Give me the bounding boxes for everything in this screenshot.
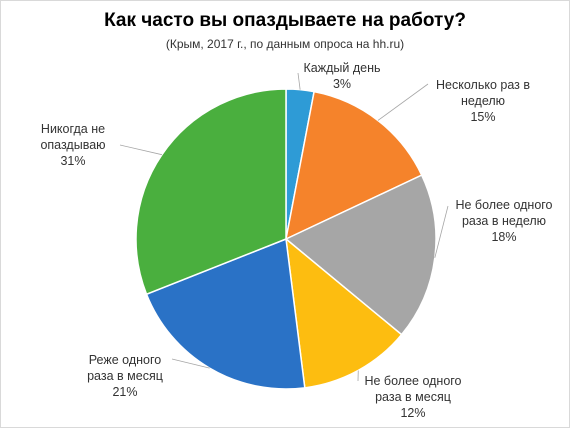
leader-line-daily <box>297 72 301 90</box>
slice-label-less-than-monthly: Реже одного раза в месяц 21% <box>87 353 163 399</box>
leader-line-less-than-monthly <box>171 358 210 369</box>
slice-label-several-per-week: Несколько раз в неделю 15% <box>436 78 530 124</box>
chart-subtitle: (Крым, 2017 г., по данным опроса на hh.r… <box>165 37 405 51</box>
chart-title: Как часто вы опаздываете на работу? <box>104 10 466 31</box>
slice-label-daily: Каждый день 3% <box>303 61 381 91</box>
pie-slice-several-per-week <box>284 90 423 241</box>
slice-label-once-per-month: Не более одного раза в месяц 12% <box>364 374 462 420</box>
pie-slice-once-per-month <box>285 237 403 389</box>
leader-line-several-per-week <box>377 83 429 121</box>
pie-slice-once-per-week <box>284 174 437 336</box>
slice-label-once-per-week: Не более одного раза в неделю 18% <box>455 198 553 244</box>
pie-slice-less-than-monthly <box>145 237 306 390</box>
leader-line-once-per-week <box>434 205 449 258</box>
slice-label-never: Никогда не опаздываю 31% <box>40 122 106 168</box>
pie-slice-never <box>135 88 287 296</box>
leader-line-never <box>119 144 163 156</box>
